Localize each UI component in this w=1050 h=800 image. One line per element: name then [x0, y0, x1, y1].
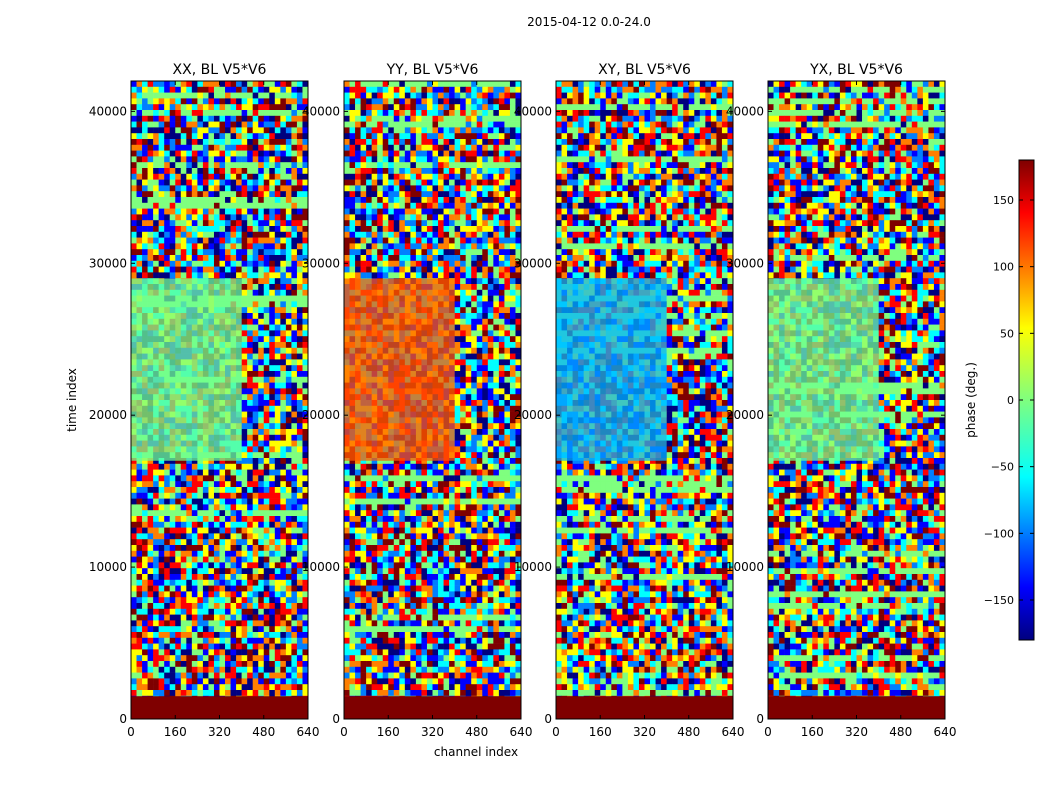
- colorbar-tick-label: −150: [984, 594, 1014, 607]
- colorbar-ticks: 150 100 50 0 −50 −100 −150: [984, 194, 1034, 607]
- x-axis-label: channel index: [434, 745, 518, 759]
- x-tick-label: 160: [589, 725, 612, 739]
- x-tick-label: 160: [377, 725, 400, 739]
- heatmap-panel-1: XX, BL V5*V6 0 160 320 480 640 0 10000 20000 3000…: [89, 62, 320, 739]
- colorbar-tick-label: 150: [993, 194, 1014, 207]
- bottom-band: [768, 696, 945, 719]
- y-tick-label: 40000: [302, 104, 340, 118]
- x-tick-label: 160: [801, 725, 824, 739]
- x-tick-label: 480: [889, 725, 912, 739]
- bottom-band: [344, 696, 521, 719]
- x-tick-label: 640: [934, 725, 957, 739]
- x-tick-label: 320: [421, 725, 444, 739]
- bottom-band: [131, 696, 308, 719]
- mid-band: [344, 278, 455, 461]
- colorbar-tick-label: 100: [993, 261, 1014, 274]
- y-tick-label: 20000: [89, 408, 127, 422]
- mid-band: [768, 278, 879, 461]
- mid-band: [131, 278, 242, 461]
- panel-title: XX, BL V5*V6: [173, 62, 267, 78]
- x-tick-label: 320: [633, 725, 656, 739]
- x-tick-label: 480: [465, 725, 488, 739]
- y-tick-label: 30000: [89, 256, 127, 270]
- y-tick-label: 40000: [726, 104, 764, 118]
- panel-title: XY, BL V5*V6: [598, 62, 691, 78]
- y-tick-label: 40000: [89, 104, 127, 118]
- y-tick-label: 20000: [726, 408, 764, 422]
- y-tick-label: 0: [544, 712, 552, 726]
- y-tick-label: 10000: [89, 560, 127, 574]
- x-tick-label: 640: [297, 725, 320, 739]
- figure-suptitle: 2015-04-12 0.0-24.0: [527, 15, 651, 29]
- colorbar-tick-label: 0: [1007, 394, 1014, 407]
- y-tick-label: 10000: [726, 560, 764, 574]
- y-tick-label: 20000: [514, 408, 552, 422]
- y-tick-label: 0: [756, 712, 764, 726]
- bottom-band: [556, 696, 733, 719]
- x-tick-label: 0: [127, 725, 135, 739]
- heatmap-panel-4: YX, BL V5*V6 0 160 320 480 640 0 10000 20000 3000…: [726, 62, 957, 739]
- y-tick-label: 0: [332, 712, 340, 726]
- colorbar-tick-label: 50: [1000, 327, 1014, 340]
- y-tick-label: 30000: [514, 256, 552, 270]
- y-tick-label: 10000: [514, 560, 552, 574]
- x-tick-label: 640: [722, 725, 745, 739]
- y-tick-label: 0: [119, 712, 127, 726]
- colorbar-tick-label: −100: [984, 527, 1014, 540]
- x-tick-label: 320: [845, 725, 868, 739]
- mid-band: [556, 278, 667, 461]
- x-tick-label: 160: [164, 725, 187, 739]
- heatmap-panel-3: XY, BL V5*V6 0 160 320 480 640 0 10000 20000 3000…: [514, 62, 745, 739]
- x-tick-label: 320: [208, 725, 231, 739]
- y-tick-label: 20000: [302, 408, 340, 422]
- panel-title: YX, BL V5*V6: [809, 62, 903, 78]
- x-tick-label: 640: [510, 725, 533, 739]
- colorbar: 150 100 50 0 −50 −100 −150 phase (deg.): [964, 159, 1035, 641]
- heatmap-panels: XX, BL V5*V6 0 160 320 480 640 0 10000 20000 3000…: [89, 62, 957, 739]
- x-tick-label: 0: [552, 725, 560, 739]
- y-tick-label: 10000: [302, 560, 340, 574]
- y-tick-label: 40000: [514, 104, 552, 118]
- y-tick-label: 30000: [726, 256, 764, 270]
- y-axis-label: time index: [65, 368, 79, 432]
- colorbar-tick-label: −50: [991, 461, 1014, 474]
- x-tick-label: 0: [764, 725, 772, 739]
- panel-title: YY, BL V5*V6: [386, 62, 479, 78]
- x-tick-label: 480: [677, 725, 700, 739]
- x-tick-label: 480: [252, 725, 275, 739]
- heatmap-panel-2: YY, BL V5*V6 0 160 320 480 640 0 10000 20000 3000…: [302, 62, 533, 739]
- colorbar-label: phase (deg.): [964, 362, 978, 438]
- y-tick-label: 30000: [302, 256, 340, 270]
- x-tick-label: 0: [340, 725, 348, 739]
